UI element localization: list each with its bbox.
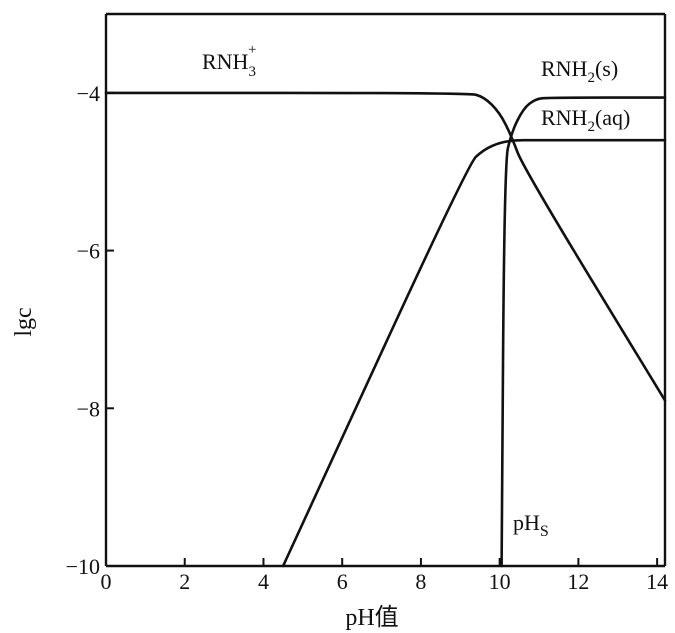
x-tick-label: 10	[489, 569, 511, 594]
x-tick-label: 0	[101, 569, 112, 594]
y-tick-label: −6	[77, 239, 100, 264]
curve-labels: RNH3+ RNH2(s) RNH2(aq) pHS	[202, 42, 630, 540]
plot-frame	[104, 12, 667, 568]
phs-label: pHS	[513, 510, 549, 540]
x-tick-label: 4	[258, 569, 269, 594]
label-rnh2s-sub: 2	[587, 70, 595, 86]
label-rnh2s-main: RNH	[541, 56, 588, 81]
x-tick-label: 12	[567, 569, 589, 594]
label-rnh2aq-main: RNH	[541, 105, 588, 130]
label-rnh3-sub: 3	[248, 64, 256, 80]
label-rnh2s-tail: (s)	[595, 56, 618, 81]
x-tick-label: 6	[337, 569, 348, 594]
y-tick-label: −8	[77, 396, 100, 421]
label-rnh2-s: RNH2(s)	[541, 56, 618, 86]
label-rnh3-main: RNH	[202, 49, 249, 74]
label-rnh2aq-tail: (aq)	[595, 105, 630, 130]
y-tick-label: −10	[66, 554, 100, 579]
x-tick-label: 8	[415, 569, 426, 594]
y-axis-label: lgc	[11, 307, 37, 336]
label-rnh2aq-sub: 2	[587, 119, 595, 135]
phs-main: pH	[513, 510, 540, 535]
x-tick-label: 14	[646, 569, 668, 594]
label-rnh3-plus: RNH3 +	[202, 42, 256, 80]
x-axis-label: pH值	[345, 604, 398, 631]
ticks: 0 2 4 6 8 10 12 14 −4 −6 −8 −10	[66, 81, 669, 594]
curve-rnh3-plus	[104, 91, 667, 402]
curve-rnh2-aq	[281, 138, 667, 568]
curves	[104, 91, 667, 568]
label-rnh2-aq: RNH2(aq)	[541, 105, 630, 135]
phs-sub: S	[540, 523, 549, 540]
label-rnh3-sup: +	[248, 42, 256, 58]
y-tick-label: −4	[77, 81, 100, 106]
x-tick-label: 2	[179, 569, 190, 594]
curve-rnh2-s	[500, 96, 667, 568]
